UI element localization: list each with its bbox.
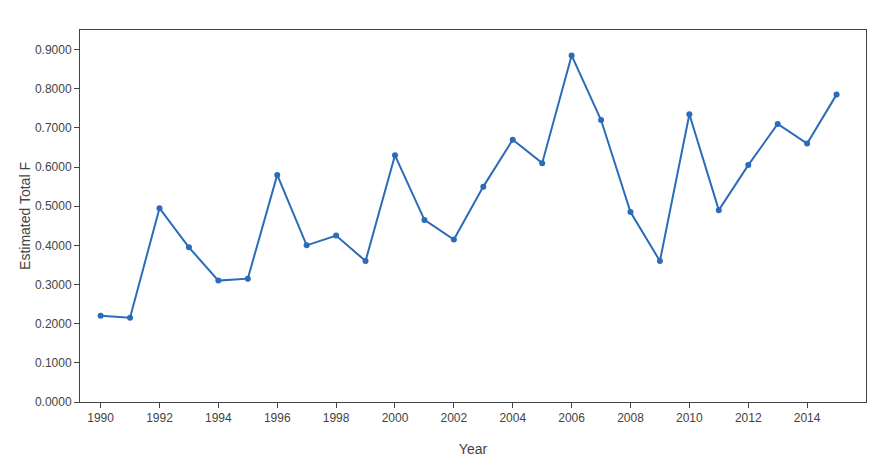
svg-text:1996: 1996 [264, 411, 291, 425]
svg-text:0.0000: 0.0000 [35, 395, 72, 409]
svg-text:0.6000: 0.6000 [35, 160, 72, 174]
svg-text:2008: 2008 [617, 411, 644, 425]
svg-text:2010: 2010 [676, 411, 703, 425]
svg-text:0.4000: 0.4000 [35, 239, 72, 253]
svg-text:0.7000: 0.7000 [35, 121, 72, 135]
svg-text:2012: 2012 [735, 411, 762, 425]
svg-text:2002: 2002 [441, 411, 468, 425]
svg-text:0.1000: 0.1000 [35, 356, 72, 370]
svg-text:Year: Year [459, 441, 488, 457]
svg-text:0.5000: 0.5000 [35, 199, 72, 213]
svg-text:0.2000: 0.2000 [35, 317, 72, 331]
svg-text:1994: 1994 [205, 411, 232, 425]
svg-text:1998: 1998 [323, 411, 350, 425]
svg-text:1992: 1992 [146, 411, 173, 425]
svg-text:2004: 2004 [499, 411, 526, 425]
svg-text:2006: 2006 [558, 411, 585, 425]
svg-text:0.9000: 0.9000 [35, 43, 72, 57]
svg-text:2000: 2000 [382, 411, 409, 425]
svg-text:0.8000: 0.8000 [35, 82, 72, 96]
svg-text:1990: 1990 [87, 411, 114, 425]
svg-text:0.3000: 0.3000 [35, 278, 72, 292]
svg-text:Estimated Total F: Estimated Total F [17, 162, 33, 270]
svg-text:2014: 2014 [794, 411, 821, 425]
